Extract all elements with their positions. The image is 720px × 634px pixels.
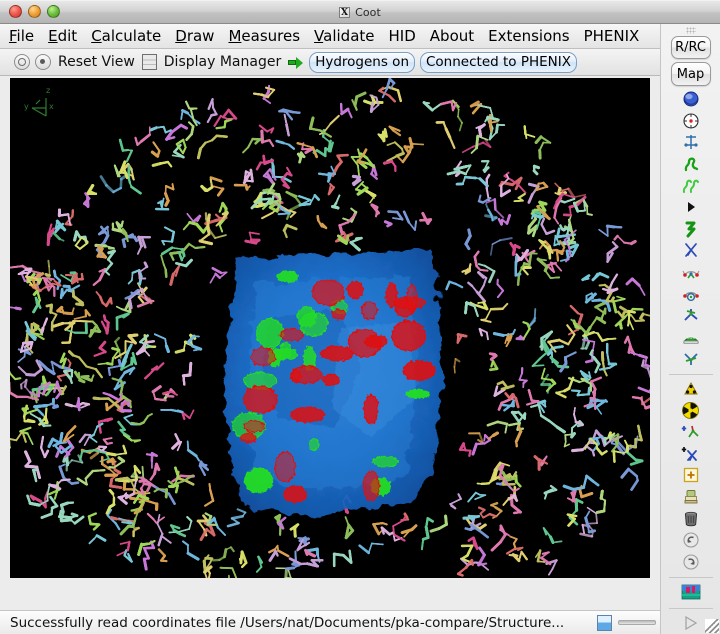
refine-range-icon[interactable]	[678, 175, 704, 196]
main-toolbar: Reset View Display Manager Hydrogens on …	[0, 49, 660, 76]
map-toggle[interactable]: Map	[671, 62, 711, 86]
auto-fit-rotamer-icon[interactable]	[678, 197, 704, 218]
rotamer-icon[interactable]	[678, 219, 704, 240]
menu-hid[interactable]: HID	[389, 27, 425, 45]
menu-about[interactable]: About	[430, 27, 483, 45]
menubar: File Edit Calculate Draw Measures Valida…	[0, 24, 660, 49]
delete-trash-icon[interactable]	[678, 508, 704, 529]
window-titlebar: X Coot	[0, 0, 720, 24]
redo-icon[interactable]	[678, 551, 704, 572]
colour-map-icon[interactable]	[678, 582, 704, 603]
x11-icon: X	[339, 7, 350, 18]
side-chain-180-icon[interactable]	[678, 305, 704, 326]
menu-file[interactable]: File	[9, 27, 43, 45]
play-refine-icon[interactable]	[678, 613, 704, 634]
window-body: File Edit Calculate Draw Measures Valida…	[0, 24, 720, 634]
reset-view-label[interactable]: Reset View	[56, 54, 137, 70]
main-column: File Edit Calculate Draw Measures Valida…	[0, 24, 660, 634]
close-button[interactable]	[9, 5, 22, 18]
display-manager-icon[interactable]	[142, 54, 157, 70]
phenix-connection-button[interactable]: Connected to PHENIX	[420, 52, 577, 73]
toolbar-separator-1	[669, 374, 713, 375]
menu-extensions[interactable]: Extensions	[488, 27, 578, 45]
regularize-zone-icon[interactable]	[678, 132, 704, 153]
maximize-button[interactable]	[47, 5, 60, 18]
add-atom-icon[interactable]	[678, 422, 704, 443]
add-terminal-residue-icon[interactable]	[678, 379, 704, 400]
refine-zone-icon[interactable]	[678, 154, 704, 175]
display-manager-label[interactable]: Display Manager	[162, 54, 283, 70]
menu-measures[interactable]: Measures	[228, 27, 309, 45]
toolbar-separator-2	[669, 577, 713, 578]
menu-edit[interactable]: Edit	[48, 27, 86, 45]
undo-icon[interactable]	[678, 530, 704, 551]
contour-level-slider[interactable]	[618, 620, 656, 625]
simple-mutate-icon[interactable]	[678, 348, 704, 369]
reset-view-icon-left[interactable]	[14, 54, 30, 70]
add-alt-conf-icon[interactable]	[678, 400, 704, 421]
window-controls	[9, 5, 60, 18]
svg-text:y: y	[24, 102, 29, 111]
molecular-graphics-viewport[interactable]: z y x	[10, 78, 650, 578]
menu-calculate[interactable]: Calculate	[91, 27, 170, 45]
rotation-centre-icon[interactable]	[678, 111, 704, 132]
clear-pending-picks-icon[interactable]	[678, 487, 704, 508]
rotate-translate-toggle[interactable]: R/RC	[671, 36, 711, 60]
window-title-container: X Coot	[0, 6, 720, 19]
statusbar: Successfully read coordinates file /User…	[0, 610, 660, 634]
delete-atom-icon[interactable]	[678, 443, 704, 464]
svg-text:z: z	[46, 86, 50, 95]
molecule-render: z y x	[10, 78, 650, 578]
mutate-auto-fit-icon[interactable]: Sde	[678, 327, 704, 348]
flip-peptide-icon[interactable]	[678, 283, 704, 304]
map-contour-indicator[interactable]	[597, 615, 612, 631]
menu-draw[interactable]: Draw	[175, 27, 223, 45]
menu-validate[interactable]: Validate	[314, 27, 383, 45]
green-arrow-icon[interactable]	[288, 56, 304, 69]
window-title: Coot	[355, 6, 381, 19]
viewport-wrapper: z y x	[0, 76, 660, 610]
right-toolbar: R/RC Map	[660, 24, 720, 634]
sphere-refine-icon[interactable]	[678, 89, 704, 110]
torsion-general-icon[interactable]	[678, 262, 704, 283]
minimize-button[interactable]	[28, 5, 41, 18]
toolbar-drag-handle[interactable]	[686, 27, 696, 34]
reset-view-icon-right[interactable]	[35, 54, 51, 70]
window-resize-grip[interactable]	[705, 619, 719, 633]
hydrogens-toggle-button[interactable]: Hydrogens on	[309, 52, 415, 73]
toolbar-separator-3	[669, 608, 713, 609]
menu-phenix[interactable]: PHENIX	[584, 27, 649, 45]
status-message: Successfully read coordinates file /User…	[10, 615, 591, 631]
edit-chi-angles-icon[interactable]	[678, 240, 704, 261]
svg-text:x: x	[49, 102, 54, 111]
add-water-icon[interactable]	[678, 465, 704, 486]
